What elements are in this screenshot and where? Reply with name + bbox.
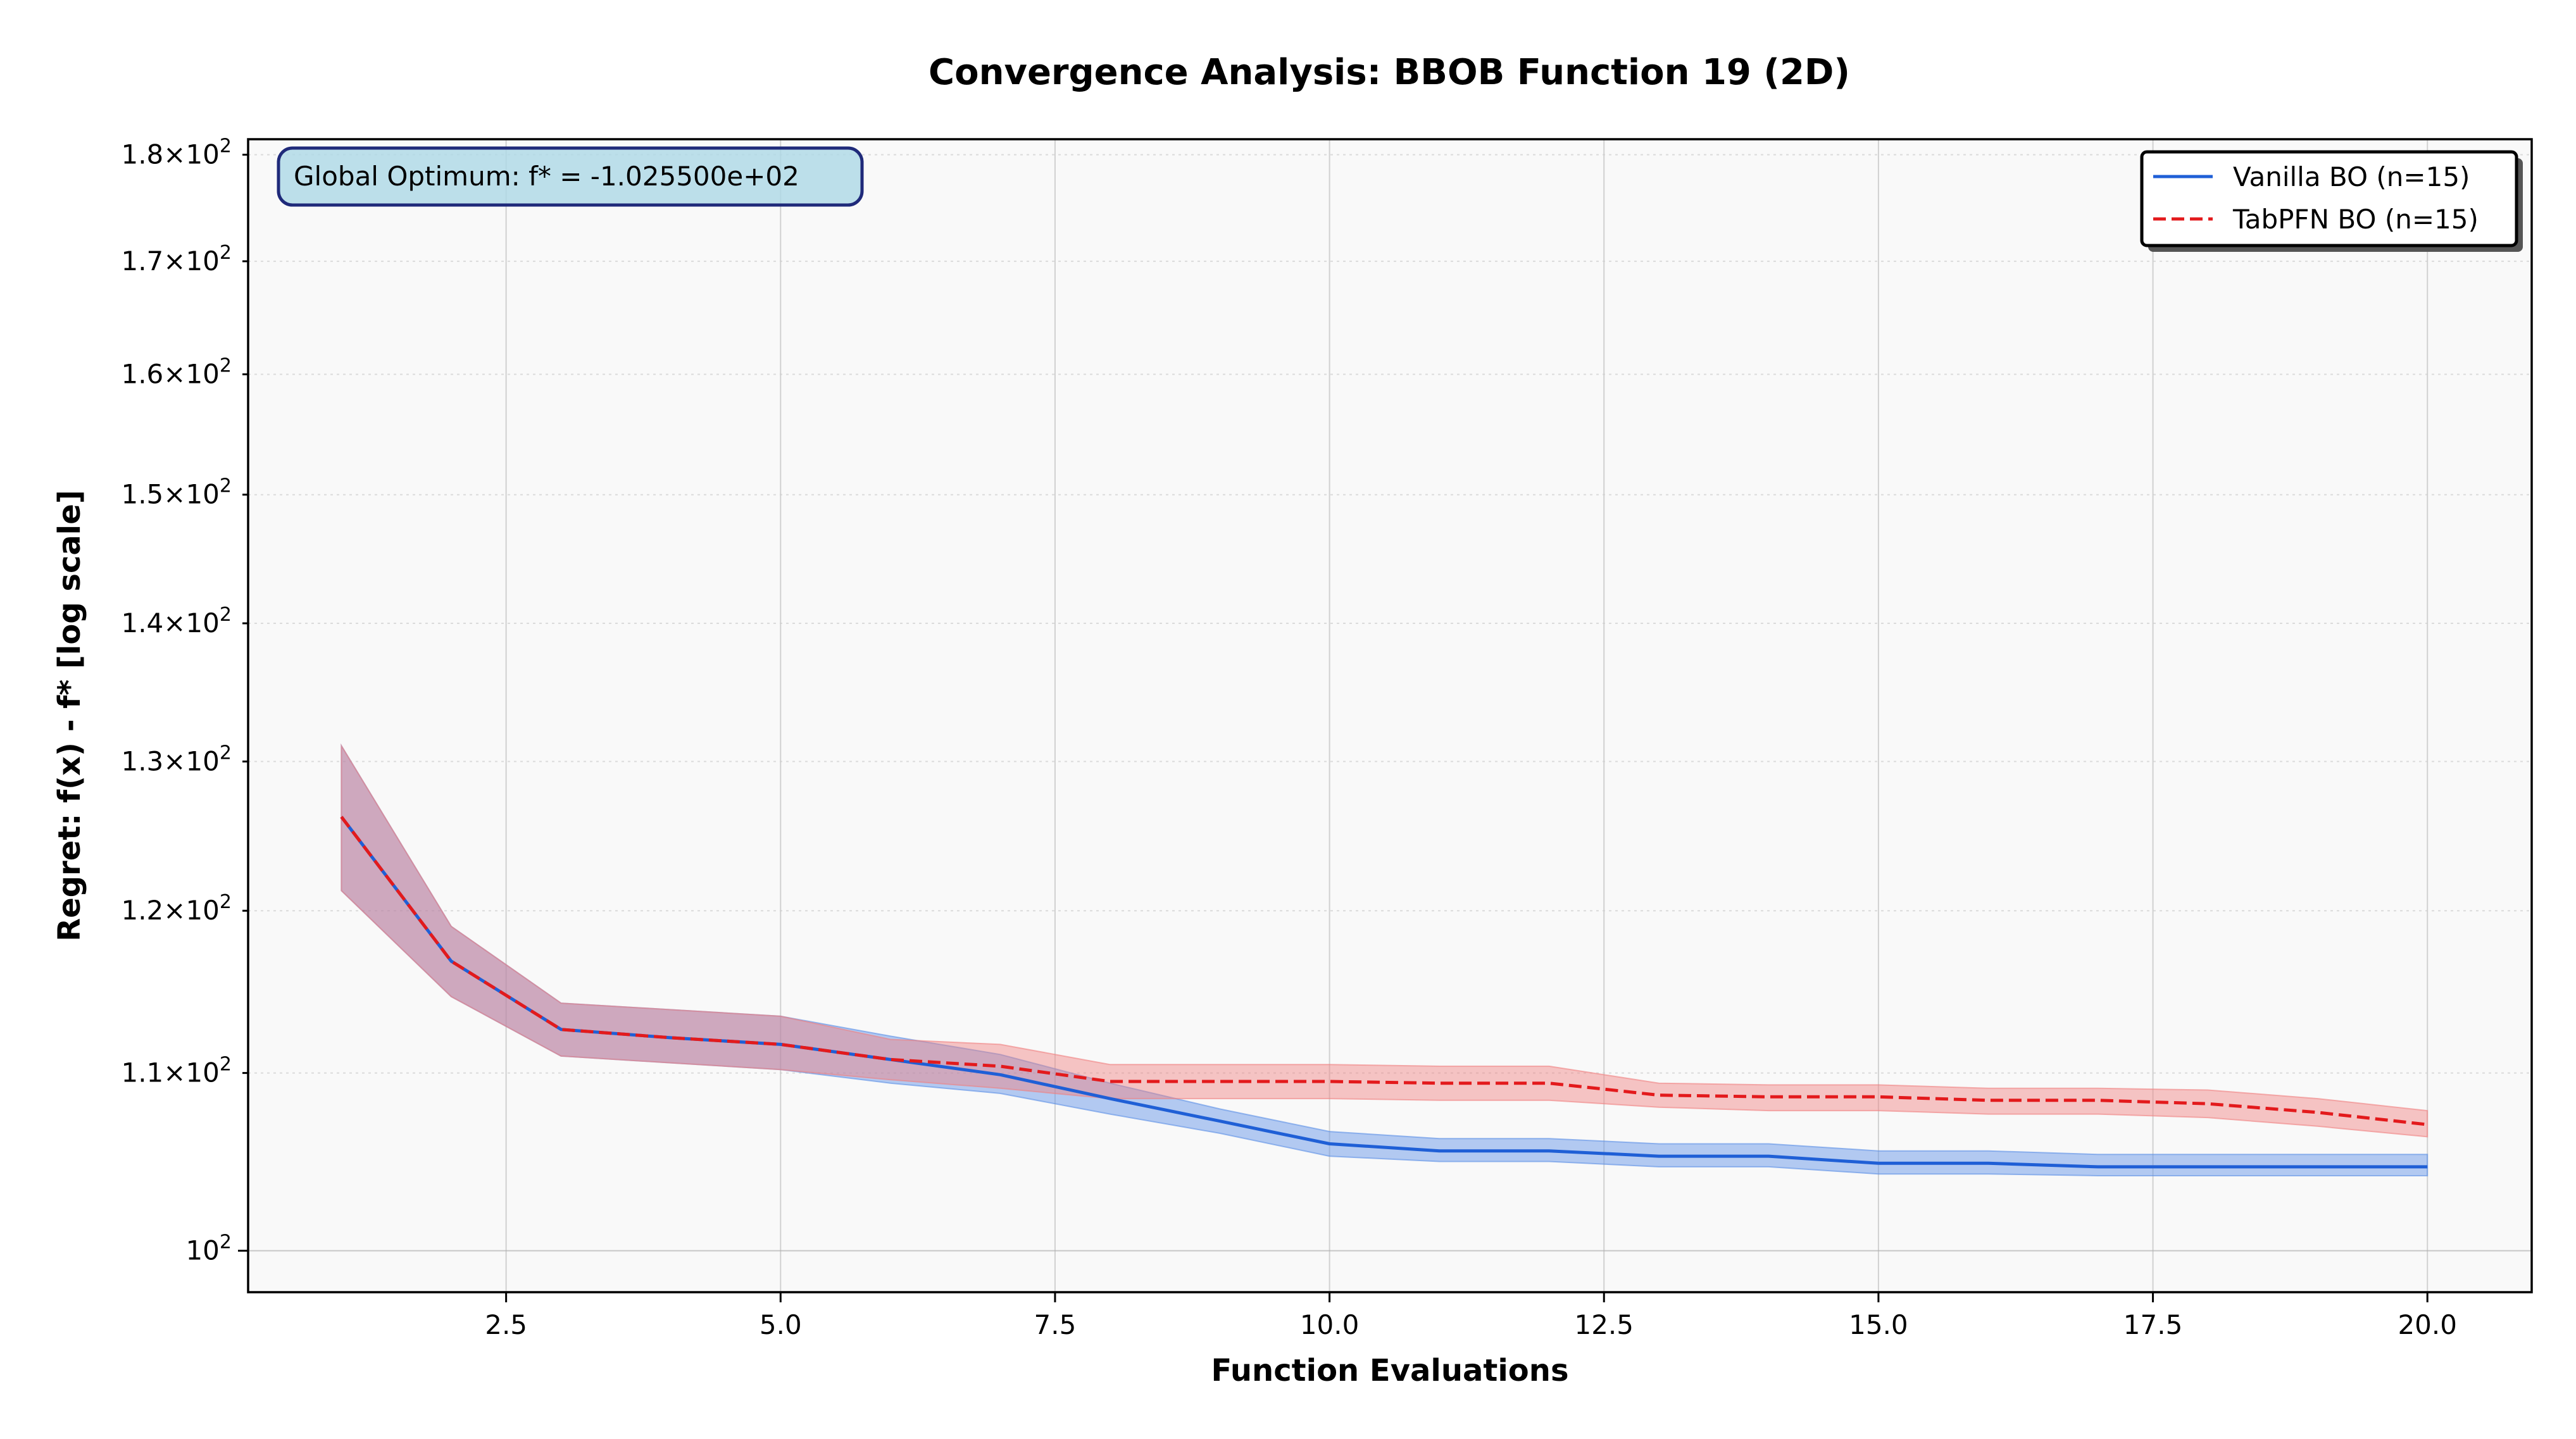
y-tick-label: 1.1×102 [121,1054,232,1088]
y-tick-label: 1.5×102 [121,475,232,510]
plot-area-background [248,139,2532,1292]
x-tick-label: 20.0 [2398,1309,2457,1340]
annotation-box [277,146,864,207]
legend: Vanilla BO (n=15) TabPFN BO (n=15) [2140,150,2523,252]
legend-label-vanilla-bo: Vanilla BO (n=15) [2233,161,2470,192]
x-tick-label: 2.5 [485,1309,527,1340]
confidence-band-1 [341,743,2429,1138]
y-axis-ticks: 102 1.1×102 1.2×102 1.3×102 1.4×102 1.5×102 1.… [121,135,248,1266]
x-tick-label: 10.0 [1300,1309,1360,1340]
plot-frame [247,138,2533,1293]
x-tick-label: 7.5 [1034,1309,1077,1340]
y-tick-label: 1.3×102 [121,742,232,776]
series-line-0 [340,816,2428,1169]
y-tick-label: 1.7×102 [121,242,232,277]
series-lines [340,816,2428,1169]
y-tick-label: 1.4×102 [121,604,232,639]
x-axis-label: Function Evaluations [1211,1353,1568,1388]
y-tick-label: 1.8×102 [121,135,232,170]
x-tick-label: 5.0 [760,1309,802,1340]
x-tick-label: 15.0 [1849,1309,1908,1340]
x-tick-label: 17.5 [2123,1309,2183,1340]
y-tick-label: 1.6×102 [121,355,232,390]
x-axis-ticks: 2.5 5.0 7.5 10.0 12.5 15.0 17.5 20.0 [485,1292,2457,1340]
grid-layer [248,139,2532,1292]
confidence-band-0 [341,743,2429,1176]
annotation-text: Global Optimum: f* = -1.025500e+02 [294,161,799,192]
y-tick-label: 102 [185,1231,232,1266]
x-tick-label: 12.5 [1574,1309,1634,1340]
legend-box [2140,150,2518,247]
optimum-annotation: Global Optimum: f* = -1.025500e+02 [277,146,864,207]
chart-title: Convergence Analysis: BBOB Function 19 (… [928,52,1850,93]
y-tick-label: 1.2×102 [121,891,232,926]
legend-label-tabpfn-bo: TabPFN BO (n=15) [2232,204,2479,235]
confidence-bands [341,743,2429,1176]
y-axis-label: Regret: f(x) - f* [log scale] [52,490,87,942]
